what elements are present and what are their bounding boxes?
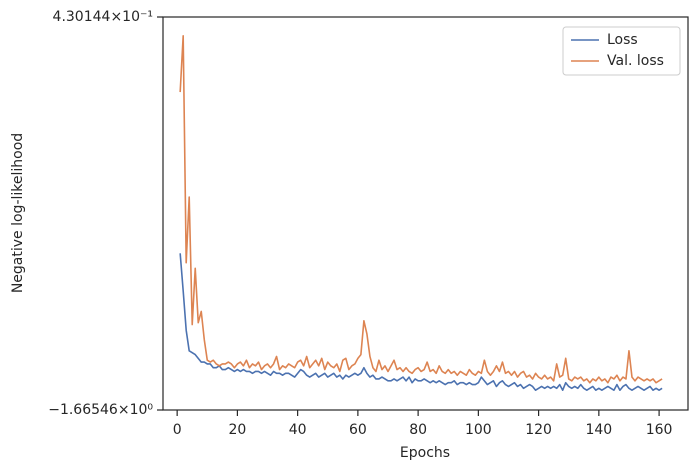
y-axis-label: Negative log-likelihood xyxy=(10,133,26,293)
x-tick-label: 40 xyxy=(289,422,307,438)
x-tick-label: 60 xyxy=(349,422,367,438)
y-tick-label: −1.66546×10⁰ xyxy=(48,402,153,418)
x-tick-label: 120 xyxy=(525,422,552,438)
x-tick-label: 140 xyxy=(585,422,612,438)
y-tick-label: 4.30144×10⁻¹ xyxy=(53,9,153,25)
legend-box xyxy=(562,26,681,76)
legend-label: Val. loss xyxy=(607,53,664,69)
plot-frame xyxy=(162,16,689,411)
line-series xyxy=(179,34,663,384)
x-axis-label: Epochs xyxy=(400,445,450,461)
line-series xyxy=(179,253,663,392)
x-tick-label: 160 xyxy=(646,422,673,438)
legend-label: Loss xyxy=(607,32,638,48)
x-tick-label: 20 xyxy=(228,422,246,438)
x-tick-label: 0 xyxy=(173,422,182,438)
x-tick-label: 100 xyxy=(465,422,492,438)
x-tick-label: 80 xyxy=(409,422,427,438)
